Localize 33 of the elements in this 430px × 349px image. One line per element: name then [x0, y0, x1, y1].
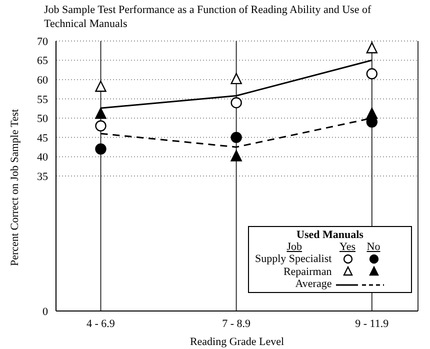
chart-title: Job Sample Test Performance as a Function of Reading Ability and Use of Technical Manuals — [44, 3, 372, 31]
point — [366, 108, 378, 119]
x-axis-title: Reading Grade Level — [190, 336, 284, 348]
annotation: Yes — [338, 241, 356, 253]
x-tick-label: 7 - 8.9 — [222, 318, 252, 330]
y-tick-label: 70 — [37, 36, 48, 48]
point — [366, 68, 378, 80]
point — [366, 42, 378, 54]
legend-label: Average — [294, 278, 333, 290]
point — [230, 150, 242, 162]
legend-title: Used Manuals — [296, 229, 364, 241]
y-tick-label: 0 — [42, 306, 48, 318]
y-tick-label: 60 — [37, 74, 48, 86]
point — [230, 97, 242, 108]
point — [95, 143, 106, 155]
y-axis-title: Percent Correct on Job Sample Test — [8, 109, 21, 266]
point — [95, 108, 106, 119]
annotation: Job — [286, 241, 303, 253]
x-tick-label: 4 - 6.9 — [86, 318, 116, 330]
point — [230, 132, 242, 144]
y-tick-label: 65 — [37, 55, 48, 68]
point — [95, 80, 106, 92]
legend-label: Repairman — [282, 265, 333, 278]
y-tick-label: 35 — [37, 170, 48, 183]
y-tick-label: 40 — [37, 152, 48, 164]
y-tick-label: 45 — [37, 132, 48, 144]
x-tick-label: 9 - 11.9 — [355, 318, 390, 330]
legend-label: Supply Specialist — [255, 253, 333, 266]
point — [230, 72, 242, 84]
point — [95, 120, 106, 132]
annotation: No — [366, 241, 382, 253]
y-tick-label: 50 — [37, 113, 48, 126]
y-tick-label: 55 — [37, 94, 48, 106]
